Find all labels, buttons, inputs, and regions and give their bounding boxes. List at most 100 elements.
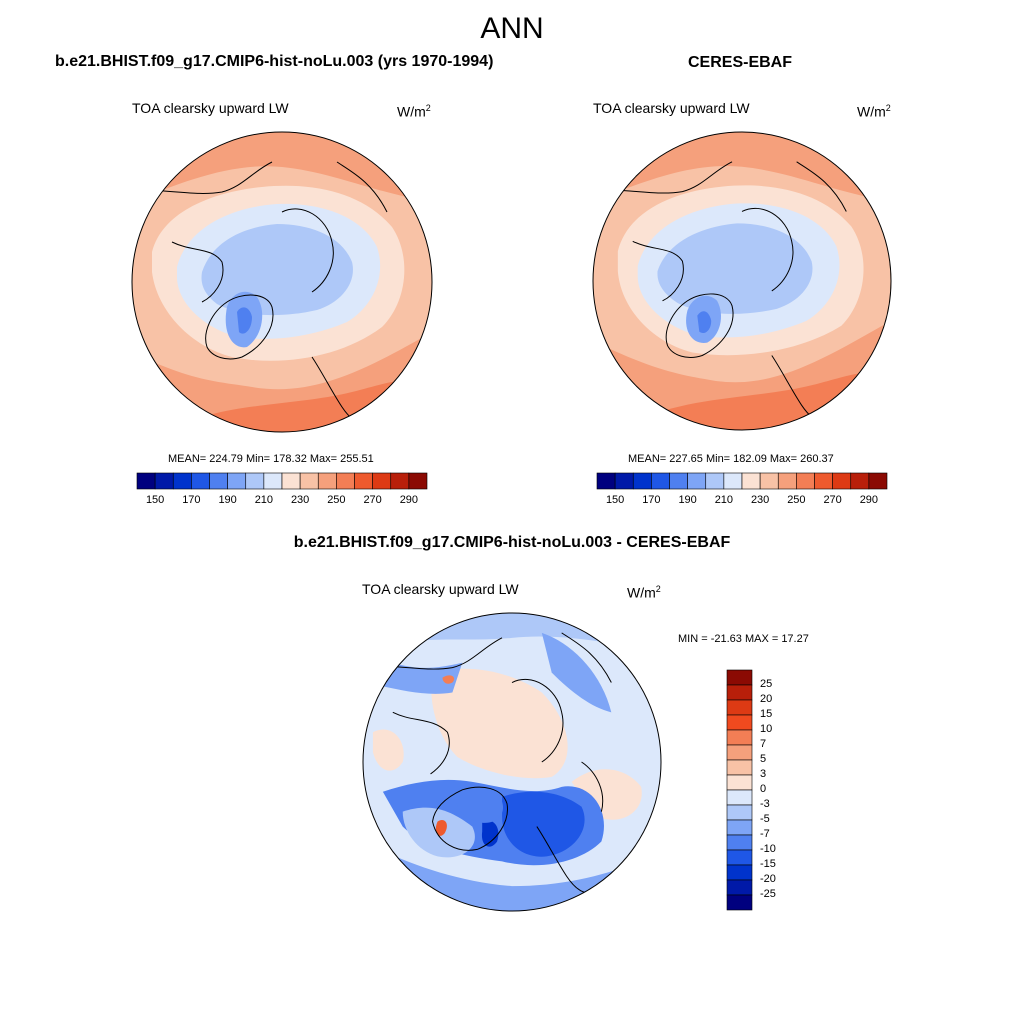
colorbar-swatch bbox=[705, 472, 725, 490]
colorbar-swatch bbox=[632, 472, 652, 490]
colorbar-swatch bbox=[372, 472, 392, 490]
difference-polar-map bbox=[362, 612, 662, 912]
colorbar-swatch bbox=[726, 834, 753, 851]
test-panel-title: b.e21.BHIST.f09_g17.CMIP6-hist-noLu.003 … bbox=[55, 53, 494, 70]
colorbar-swatch bbox=[299, 472, 319, 490]
reference-colorbar bbox=[596, 472, 888, 490]
colorbar-tick-label: 250 bbox=[787, 494, 806, 506]
colorbar-swatch bbox=[281, 472, 301, 490]
colorbar-swatch bbox=[726, 849, 753, 866]
colorbar-swatch bbox=[726, 774, 753, 791]
colorbar-tick-label: 170 bbox=[642, 494, 661, 506]
colorbar-swatch bbox=[687, 472, 707, 490]
difference-stats: MIN = -21.63 MAX = 17.27 bbox=[678, 633, 809, 645]
colorbar-tick-label: 190 bbox=[218, 494, 237, 506]
difference-variable-label: TOA clearsky upward LW bbox=[362, 581, 519, 597]
colorbar-swatch bbox=[832, 472, 852, 490]
test-polar-map bbox=[131, 131, 433, 433]
colorbar-tick-label: -10 bbox=[760, 843, 776, 855]
colorbar-tick-label: 210 bbox=[714, 494, 734, 506]
difference-units-label: W/m2 bbox=[627, 584, 661, 601]
colorbar-swatch bbox=[796, 472, 815, 490]
test-variable-label: TOA clearsky upward LW bbox=[132, 100, 289, 116]
colorbar-swatch bbox=[850, 472, 870, 490]
colorbar-swatch bbox=[726, 759, 753, 776]
reference-polar-map bbox=[592, 131, 892, 431]
colorbar-swatch bbox=[726, 729, 753, 746]
test-stats: MEAN= 224.79 Min= 178.32 Max= 255.51 bbox=[168, 453, 374, 465]
colorbar-swatch bbox=[336, 472, 355, 490]
reference-panel-title: CERES-EBAF bbox=[688, 54, 793, 71]
colorbar-tick-label: -15 bbox=[760, 858, 776, 870]
reference-variable-label: TOA clearsky upward LW bbox=[593, 100, 750, 116]
colorbar-tick-label: 25 bbox=[760, 678, 773, 690]
colorbar-tick-label: 10 bbox=[760, 723, 773, 735]
colorbar-swatch bbox=[726, 864, 753, 881]
test-colorbar bbox=[136, 472, 428, 490]
colorbar-tick-label: 0 bbox=[760, 783, 767, 795]
colorbar-swatch bbox=[154, 472, 174, 490]
colorbar-swatch bbox=[209, 472, 228, 490]
colorbar-swatch bbox=[317, 472, 337, 490]
colorbar-tick-label: 5 bbox=[760, 753, 767, 765]
colorbar-tick-label: 20 bbox=[760, 693, 773, 705]
colorbar-swatch bbox=[726, 894, 753, 911]
colorbar-swatch bbox=[868, 472, 888, 490]
colorbar-swatch bbox=[726, 699, 753, 716]
reference-units-label: W/m2 bbox=[857, 103, 891, 120]
colorbar-swatch bbox=[759, 472, 779, 490]
colorbar-swatch bbox=[596, 472, 616, 490]
test-units-label: W/m2 bbox=[397, 103, 431, 120]
colorbar-swatch bbox=[408, 472, 428, 490]
reference-colorbar-ticks: 150 170 190 210 230 250 270 290 bbox=[597, 494, 887, 508]
colorbar-tick-label: 15 bbox=[760, 708, 773, 720]
colorbar-swatch bbox=[390, 472, 410, 490]
colorbar-tick-label: 170 bbox=[182, 494, 201, 506]
colorbar-swatch bbox=[723, 472, 743, 490]
colorbar-tick-label: 3 bbox=[760, 768, 767, 780]
colorbar-tick-label: 150 bbox=[145, 494, 165, 506]
colorbar-swatch bbox=[354, 472, 373, 490]
colorbar-tick-label: -20 bbox=[760, 873, 776, 885]
colorbar-swatch bbox=[726, 804, 753, 821]
colorbar-tick-label: 270 bbox=[363, 494, 382, 506]
colorbar-swatch bbox=[726, 819, 753, 836]
colorbar-swatch bbox=[227, 472, 247, 490]
colorbar-tick-label: 290 bbox=[859, 494, 879, 506]
colorbar-swatch bbox=[191, 472, 210, 490]
colorbar-tick-label: 270 bbox=[823, 494, 842, 506]
colorbar-swatch bbox=[814, 472, 833, 490]
difference-panel-title: b.e21.BHIST.f09_g17.CMIP6-hist-noLu.003 … bbox=[293, 534, 731, 551]
colorbar-swatch bbox=[614, 472, 634, 490]
colorbar-swatch bbox=[136, 472, 156, 490]
colorbar-tick-label: -3 bbox=[760, 798, 770, 810]
figure-title: ANN bbox=[480, 12, 544, 45]
colorbar-tick-label: 210 bbox=[254, 494, 274, 506]
colorbar-swatch bbox=[726, 789, 753, 806]
difference-colorbar-ticks: 25 20 15 10 7 5 3 0 -3 -5 -7 -10 -15 -20 -25 bbox=[760, 670, 800, 910]
colorbar-tick-label: 190 bbox=[678, 494, 697, 506]
colorbar-swatch bbox=[172, 472, 192, 490]
colorbar-swatch bbox=[726, 684, 753, 701]
colorbar-swatch bbox=[669, 472, 688, 490]
colorbar-tick-label: -5 bbox=[760, 813, 770, 825]
colorbar-swatch bbox=[726, 714, 753, 731]
reference-stats: MEAN= 227.65 Min= 182.09 Max= 260.37 bbox=[628, 453, 834, 465]
colorbar-tick-label: 290 bbox=[399, 494, 419, 506]
colorbar-swatch bbox=[263, 472, 283, 490]
colorbar-swatch bbox=[245, 472, 265, 490]
colorbar-tick-label: 150 bbox=[605, 494, 625, 506]
colorbar-swatch bbox=[651, 472, 670, 490]
colorbar-tick-label: 250 bbox=[327, 494, 346, 506]
colorbar-tick-label: -7 bbox=[760, 828, 770, 840]
colorbar-tick-label: -25 bbox=[760, 888, 776, 900]
colorbar-swatch bbox=[726, 879, 753, 896]
test-colorbar-ticks: 150 170 190 210 230 250 270 290 bbox=[137, 494, 427, 508]
colorbar-swatch bbox=[777, 472, 797, 490]
colorbar-tick-label: 7 bbox=[760, 738, 767, 750]
colorbar-tick-label: 230 bbox=[750, 494, 770, 506]
colorbar-swatch bbox=[726, 669, 753, 686]
colorbar-tick-label: 230 bbox=[290, 494, 310, 506]
difference-colorbar bbox=[726, 669, 753, 911]
colorbar-swatch bbox=[741, 472, 761, 490]
